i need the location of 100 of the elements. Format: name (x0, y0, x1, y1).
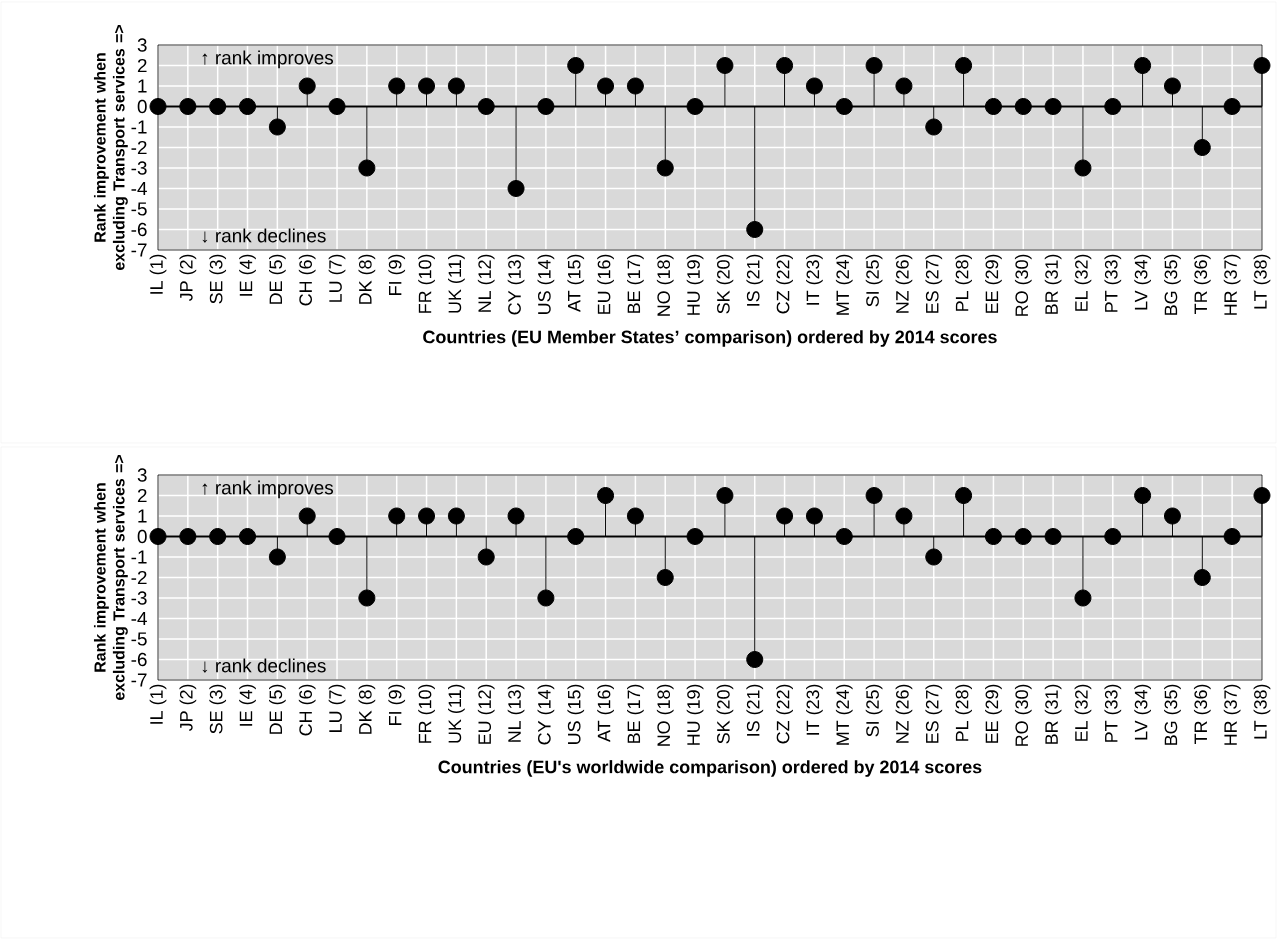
point (865, 57, 883, 74)
point (149, 528, 167, 545)
x-tick-label: NL (12) (477, 254, 495, 312)
x-tick-label: SI (25) (865, 254, 883, 307)
y-tick-label: -5 (131, 632, 147, 646)
point (805, 507, 823, 525)
point (597, 487, 615, 504)
y-tick-label: -5 (131, 202, 147, 216)
point (328, 98, 346, 115)
point (1044, 528, 1062, 545)
x-tick-label: SK (20) (716, 254, 734, 314)
point (388, 507, 406, 525)
x-tick-label: ES (27) (925, 254, 943, 313)
x-tick-label: US (14) (537, 254, 555, 314)
point (746, 651, 764, 668)
point (656, 159, 674, 177)
point (835, 528, 853, 545)
y-tick-label: 1 (138, 509, 147, 523)
point (1193, 139, 1211, 156)
x-tick-label: FI (9) (388, 254, 406, 295)
point (418, 77, 436, 95)
x-tick-label: PL (28) (955, 254, 972, 311)
point (597, 77, 615, 95)
y-axis-title: Rank improvement when excluding Transport services => (93, 25, 128, 271)
point (567, 57, 585, 74)
x-tick-label: BE (17) (627, 684, 644, 743)
point (447, 77, 465, 95)
x-tick-label: IL (1) (149, 684, 167, 724)
y-tick-label: -7 (131, 243, 147, 257)
x-axis-title: Countries (EU's worldwide comparison) ordered by 2014 scores (438, 760, 982, 777)
x-tick-label: IS (21) (746, 684, 764, 736)
point (895, 507, 913, 525)
y-tick-label: 0 (137, 99, 147, 114)
y-tick-label: -6 (131, 222, 147, 237)
x-tick-label: BE (17) (627, 254, 644, 313)
x-tick-label: UK (11) (448, 684, 465, 743)
x-tick-label: EL (32) (1074, 254, 1092, 311)
y-tick-label: 2 (137, 58, 147, 73)
x-tick-label: TR (36) (1193, 684, 1211, 744)
point (716, 57, 734, 74)
x-tick-label: IE (4) (239, 254, 256, 296)
y-tick-label: -4 (131, 612, 147, 626)
point (776, 507, 794, 525)
x-tick-label: MT (24) (835, 684, 853, 745)
x-tick-label: FR (10) (418, 254, 435, 313)
x-tick-label: RO (30) (1014, 254, 1032, 316)
point (925, 548, 943, 566)
x-tick-label: EE (29) (985, 254, 1002, 313)
y-tick-label: -1 (131, 550, 147, 564)
x-tick-label: BR (31) (1044, 254, 1062, 314)
point (149, 98, 167, 115)
y-tick-label: 3 (137, 468, 147, 482)
x-tick-label: BG (35) (1164, 254, 1181, 315)
x-tick-label: DE (5) (269, 684, 286, 734)
point (776, 57, 794, 74)
x-tick-label: MT (24) (835, 254, 853, 315)
x-tick-label: CH (6) (298, 254, 316, 306)
x-tick-label: DK (8) (358, 684, 376, 734)
point (955, 57, 973, 74)
point (507, 507, 525, 525)
x-tick-label: CY (14) (537, 684, 555, 745)
x-tick-label: NO (18) (656, 684, 674, 746)
point (418, 507, 436, 525)
x-tick-label: IE (4) (239, 684, 256, 726)
x-tick-label: ES (27) (925, 684, 943, 743)
x-tick-label: NL (13) (507, 684, 525, 742)
x-tick-label: AT (16) (597, 684, 614, 742)
point (984, 98, 1002, 115)
point (1163, 77, 1181, 95)
point (1014, 98, 1032, 115)
x-tick-label: AT (15) (567, 254, 585, 312)
x-tick-label: LV (34) (1134, 684, 1151, 740)
y-tick-label: -1 (131, 120, 147, 134)
x-tick-label: NZ (26) (895, 254, 913, 313)
x-tick-label: EU (12) (477, 684, 495, 744)
point (984, 528, 1002, 545)
y-tick-label: -3 (131, 161, 147, 175)
x-tick-label: CY (13) (507, 254, 525, 315)
point (1104, 98, 1122, 115)
x-tick-label: FR (10) (418, 684, 435, 743)
point (328, 528, 346, 545)
x-tick-label: RO (30) (1014, 684, 1032, 746)
x-tick-label: SE (3) (209, 684, 227, 734)
point (686, 528, 704, 545)
y-tick-label: 1 (138, 79, 147, 93)
point (1223, 528, 1241, 545)
x-tick-label: IT (23) (806, 254, 823, 305)
point (358, 589, 376, 607)
x-tick-label: HU (19) (686, 254, 704, 315)
x-tick-label: LU (7) (328, 254, 346, 302)
x-tick-label: NZ (26) (895, 684, 913, 743)
x-tick-label: PL (28) (955, 684, 972, 741)
x-tick-label: HR (37) (1223, 684, 1241, 745)
point (805, 77, 823, 95)
point (477, 548, 495, 566)
point (209, 528, 227, 545)
x-tick-label: LT (38) (1253, 684, 1271, 739)
point (179, 528, 197, 545)
point (239, 528, 257, 545)
point (865, 487, 883, 504)
